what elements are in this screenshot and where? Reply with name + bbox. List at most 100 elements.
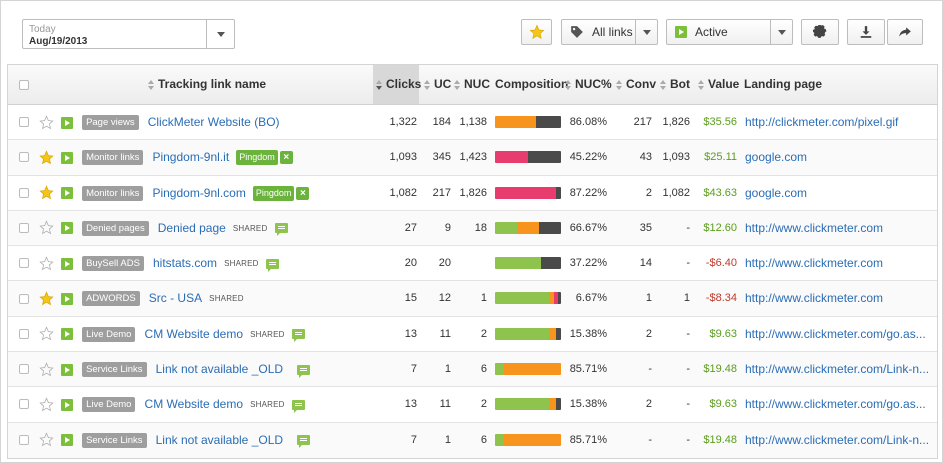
table-row[interactable]: Page views ClickMeter Website (BO) 1,322… bbox=[8, 105, 937, 141]
landing-page-link[interactable]: http://www.clickmeter.com/Link-n... bbox=[745, 432, 930, 447]
star-icon[interactable] bbox=[39, 114, 54, 130]
landing-page-link[interactable]: http://www.clickmeter.com/Link-n... bbox=[745, 362, 930, 377]
row-star-cell[interactable] bbox=[39, 317, 54, 352]
col-composition-header[interactable]: Composition bbox=[495, 65, 568, 104]
tracking-link-name[interactable]: Pingdom-9nl.com bbox=[152, 185, 246, 200]
row-checkbox-cell[interactable] bbox=[19, 317, 29, 352]
landing-page-link[interactable]: http://clickmeter.com/pixel.gif bbox=[745, 115, 899, 129]
col-value-header[interactable]: Value bbox=[698, 65, 739, 104]
status-filter-caret[interactable] bbox=[770, 20, 792, 44]
tracking-link-name[interactable]: CM Website demo bbox=[144, 326, 244, 341]
play-icon[interactable] bbox=[61, 151, 73, 164]
col-nucp-header[interactable]: NUC% bbox=[565, 65, 612, 104]
select-all-checkbox-cell[interactable] bbox=[19, 65, 29, 104]
note-icon[interactable] bbox=[291, 329, 305, 343]
star-icon[interactable] bbox=[39, 326, 54, 341]
col-conv-header[interactable]: Conv bbox=[616, 65, 656, 104]
tracking-link-name[interactable]: CM Website demo bbox=[144, 397, 244, 412]
row-checkbox[interactable] bbox=[19, 258, 29, 269]
row-star-cell[interactable] bbox=[39, 387, 54, 422]
row-checkbox-cell[interactable] bbox=[19, 211, 29, 246]
col-bot-header[interactable]: Bot bbox=[660, 65, 690, 104]
note-icon[interactable] bbox=[265, 258, 279, 272]
star-icon[interactable] bbox=[39, 397, 54, 412]
col-nuc-header[interactable]: NUC bbox=[454, 65, 490, 104]
links-filter-dropdown[interactable]: All links bbox=[561, 19, 658, 45]
row-checkbox-cell[interactable] bbox=[19, 387, 29, 422]
row-checkbox[interactable] bbox=[19, 364, 29, 375]
table-row[interactable]: Denied pages Denied page SHARED 27 9 18 … bbox=[8, 210, 937, 247]
favorites-filter-button[interactable] bbox=[521, 19, 552, 45]
landing-page-link[interactable]: http://www.clickmeter.com bbox=[745, 220, 884, 235]
row-star-cell[interactable] bbox=[39, 140, 54, 175]
tracking-link-name[interactable]: Pingdom-9nl.it bbox=[152, 150, 230, 165]
row-star-cell[interactable] bbox=[39, 211, 54, 246]
select-all-checkbox[interactable] bbox=[19, 79, 29, 90]
row-checkbox[interactable] bbox=[19, 434, 29, 445]
row-checkbox[interactable] bbox=[19, 152, 29, 163]
row-star-cell[interactable] bbox=[39, 352, 54, 387]
table-row[interactable]: Monitor links Pingdom-9nl.it Pingdom × 1,… bbox=[8, 140, 937, 176]
table-row[interactable]: ADWORDS Src - USA SHARED 15 12 1 6.67% 1… bbox=[8, 281, 937, 317]
remove-tag-icon[interactable]: × bbox=[296, 186, 310, 200]
play-icon[interactable] bbox=[61, 328, 73, 341]
date-picker[interactable]: Today Aug/19/2013 bbox=[22, 19, 235, 49]
star-icon[interactable] bbox=[39, 432, 54, 447]
star-icon[interactable] bbox=[39, 150, 54, 165]
note-icon[interactable] bbox=[297, 364, 311, 378]
table-row[interactable]: Service Links Link not available _OLD 7 … bbox=[8, 352, 937, 388]
play-icon[interactable] bbox=[61, 434, 73, 447]
play-icon[interactable] bbox=[61, 222, 73, 235]
play-icon[interactable] bbox=[61, 363, 73, 376]
row-star-cell[interactable] bbox=[39, 246, 54, 281]
share-button[interactable] bbox=[887, 19, 923, 45]
remove-tag-icon[interactable]: × bbox=[279, 151, 293, 165]
star-icon[interactable] bbox=[39, 291, 54, 306]
row-checkbox-cell[interactable] bbox=[19, 140, 29, 175]
play-icon[interactable] bbox=[61, 257, 73, 270]
play-icon[interactable] bbox=[61, 187, 73, 200]
star-icon[interactable] bbox=[39, 185, 54, 200]
links-filter-caret[interactable] bbox=[635, 20, 657, 44]
table-row[interactable]: BuySell ADS hitstats.com SHARED 20 20 37… bbox=[8, 246, 937, 282]
table-row[interactable]: Service Links Link not available _OLD 7 … bbox=[8, 422, 937, 458]
download-button[interactable] bbox=[847, 19, 885, 45]
note-icon[interactable] bbox=[274, 223, 288, 237]
row-checkbox[interactable] bbox=[19, 117, 29, 128]
row-star-cell[interactable] bbox=[39, 423, 54, 458]
tracking-link-name[interactable]: hitstats.com bbox=[153, 256, 218, 271]
star-icon[interactable] bbox=[39, 256, 54, 271]
row-checkbox-cell[interactable] bbox=[19, 423, 29, 458]
row-checkbox[interactable] bbox=[19, 399, 29, 410]
note-icon[interactable] bbox=[297, 435, 311, 449]
row-star-cell[interactable] bbox=[39, 281, 54, 316]
row-checkbox-cell[interactable] bbox=[19, 105, 29, 140]
row-checkbox-cell[interactable] bbox=[19, 352, 29, 387]
row-checkbox-cell[interactable] bbox=[19, 176, 29, 211]
row-checkbox[interactable] bbox=[19, 187, 29, 198]
row-star-cell[interactable] bbox=[39, 105, 54, 140]
tracking-link-name[interactable]: Src - USA bbox=[148, 291, 203, 306]
tracking-link-name[interactable]: Link not available _OLD bbox=[155, 432, 284, 447]
col-name-header[interactable]: Tracking link name bbox=[148, 65, 266, 104]
row-checkbox[interactable] bbox=[19, 222, 29, 233]
row-checkbox[interactable] bbox=[19, 293, 29, 304]
col-landing-header[interactable]: Landing page bbox=[744, 65, 822, 104]
star-icon[interactable] bbox=[39, 220, 54, 235]
landing-page-link[interactable]: http://www.clickmeter.com/go.as... bbox=[745, 397, 926, 412]
table-row[interactable]: Monitor links Pingdom-9nl.com Pingdom × 1… bbox=[8, 176, 937, 211]
tracking-link-name[interactable]: Denied page bbox=[157, 220, 226, 235]
row-checkbox[interactable] bbox=[19, 328, 29, 339]
landing-page-link[interactable]: http://www.clickmeter.com bbox=[745, 256, 884, 271]
note-icon[interactable] bbox=[291, 399, 305, 413]
settings-button[interactable] bbox=[801, 19, 839, 45]
col-clicks-header[interactable]: Clicks bbox=[373, 65, 421, 104]
date-dropdown-button[interactable] bbox=[206, 20, 234, 48]
star-icon[interactable] bbox=[39, 361, 54, 377]
landing-page-link[interactable]: http://www.clickmeter.com bbox=[745, 291, 884, 306]
landing-page-link[interactable]: google.com bbox=[745, 185, 808, 200]
table-row[interactable]: Live Demo CM Website demo SHARED 13 11 2… bbox=[8, 387, 937, 423]
col-uc-header[interactable]: UC bbox=[424, 65, 451, 104]
landing-page-link[interactable]: google.com bbox=[745, 150, 808, 165]
play-icon[interactable] bbox=[61, 292, 73, 305]
